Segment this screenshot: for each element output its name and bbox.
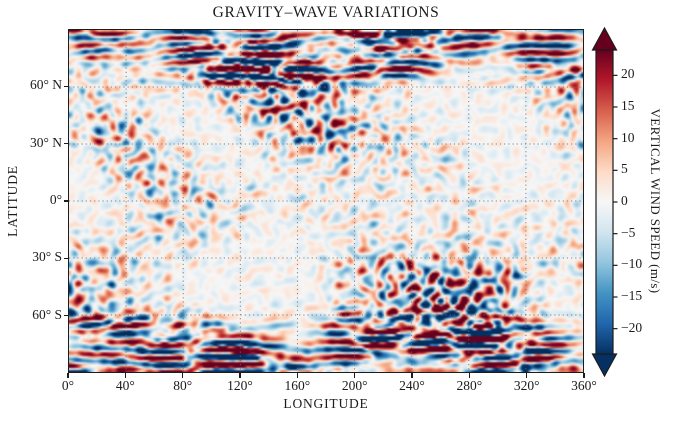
colorbar-tick-label: −15	[621, 288, 643, 303]
map-plot	[68, 29, 584, 373]
colorbar-tick-label: −5	[621, 224, 636, 240]
x-tick-label: 80°	[173, 378, 193, 393]
y-tick-label: 60° N	[29, 77, 62, 93]
x-tick-mark	[239, 373, 241, 378]
y-tick-mark	[63, 257, 68, 259]
x-tick-mark	[124, 373, 126, 378]
colorbar-label: VERTICAL WIND SPEED (m/s)	[648, 108, 663, 294]
colorbar-tick-label: −20	[621, 319, 643, 335]
y-tick-mark	[63, 143, 68, 145]
heatmap-canvas	[69, 30, 583, 372]
x-tick-mark	[67, 373, 69, 378]
colorbar-upper-arrow-icon	[591, 26, 618, 51]
colorbar-tick-label: 0	[621, 193, 628, 208]
chart-title: GRAVITY–WAVE VARIATIONS	[212, 4, 440, 21]
y-tick-label: 30° S	[32, 249, 62, 265]
x-tick-mark	[182, 373, 184, 378]
colorbar	[591, 26, 618, 378]
colorbar-tick-label: 15	[621, 98, 635, 113]
x-tick-mark	[411, 373, 413, 378]
x-tick-label: 320°	[513, 378, 540, 393]
colorbar-tick-label: 20	[621, 66, 635, 82]
x-tick-label: 0°	[61, 378, 75, 393]
x-tick-label: 360°	[571, 378, 597, 393]
x-tick-label: 280°	[456, 378, 483, 393]
y-tick-label: 60° S	[32, 306, 62, 322]
colorbar-lower-arrow-icon	[591, 353, 618, 378]
x-tick-mark	[583, 373, 585, 378]
colorbar-tick-label: −10	[621, 256, 643, 272]
y-tick-mark	[63, 200, 68, 202]
x-tick-label: 240°	[399, 378, 425, 393]
x-axis-label: LONGITUDE	[283, 396, 369, 411]
x-tick-mark	[354, 373, 356, 378]
gridlines	[69, 30, 583, 372]
colorbar-tick-label: 5	[621, 161, 628, 177]
colorbar-gradient	[595, 49, 614, 355]
y-tick-mark	[63, 85, 68, 87]
x-tick-mark	[468, 373, 470, 378]
x-tick-label: 120°	[227, 378, 253, 393]
x-tick-label: 160°	[284, 378, 311, 393]
y-tick-label: 30° N	[29, 134, 62, 150]
y-tick-label: 0°	[49, 192, 62, 207]
colorbar-tick-label: 10	[621, 129, 635, 145]
x-tick-mark	[296, 373, 298, 378]
y-axis-label: LATITUDE	[5, 165, 20, 237]
x-tick-label: 200°	[341, 378, 368, 393]
x-tick-label: 40°	[115, 378, 135, 393]
y-tick-mark	[63, 315, 68, 317]
x-tick-mark	[526, 373, 528, 378]
